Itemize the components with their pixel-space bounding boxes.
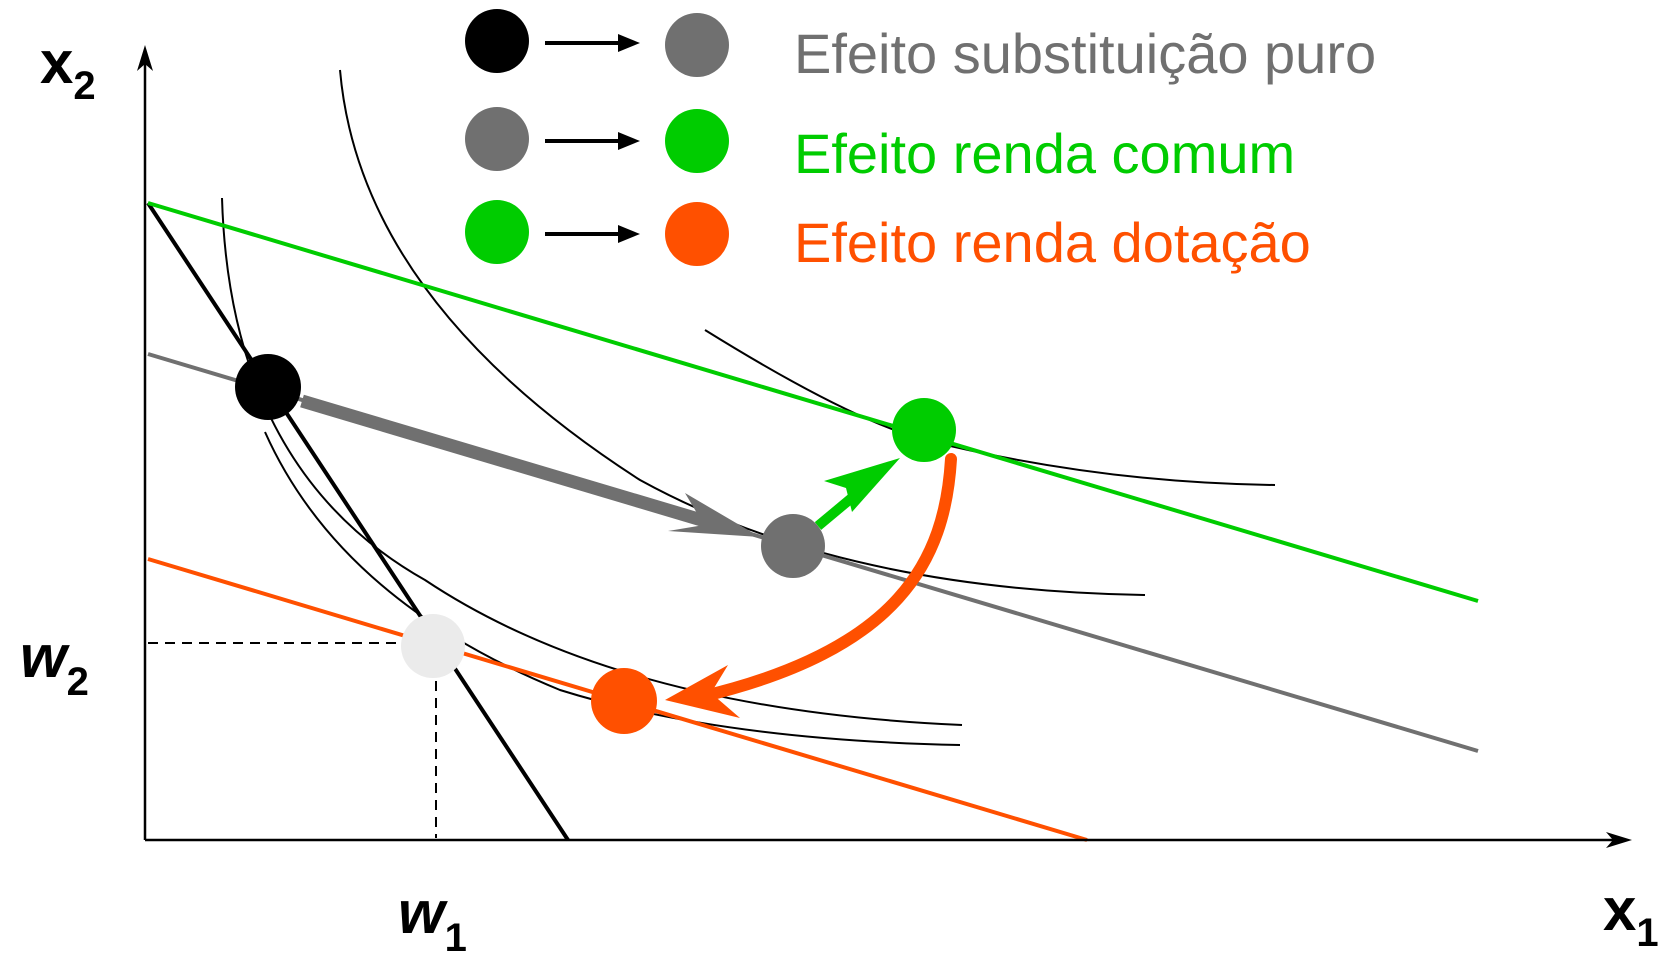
legend-row-substitution: Efeito substituição puro [465, 9, 1376, 85]
indifference-curve-2 [264, 431, 961, 746]
indifference-curve-4 [704, 329, 1276, 486]
axes [137, 45, 1632, 848]
common-income-effect-arrow [814, 458, 900, 530]
x-axis-label: x1 [1603, 876, 1659, 955]
legend-arrow-icon [618, 225, 640, 243]
y-axis-label: x2 [40, 29, 96, 108]
legend-from-dot [465, 9, 529, 73]
legend-label-substitution: Efeito substituição puro [794, 22, 1376, 85]
legend-label-endowment-income: Efeito renda dotação [794, 211, 1311, 274]
legend-to-dot [665, 13, 729, 77]
substitution-effect-arrow [300, 394, 760, 537]
legend-label-common-income: Efeito renda comum [794, 122, 1295, 185]
indifference-curve-3 [339, 69, 1146, 596]
w1-label: w1 [398, 879, 467, 960]
legend-arrow-icon [618, 132, 640, 150]
legend-to-dot [665, 202, 729, 266]
original-choice-point [235, 354, 301, 420]
y-axis-arrowhead [137, 45, 153, 71]
legend: Efeito substituição puro Efeito renda co… [465, 9, 1376, 274]
x-axis-arrowhead [1606, 832, 1632, 848]
common-income-choice-point [892, 398, 956, 462]
legend-arrow-icon [618, 34, 640, 52]
legend-to-dot [665, 109, 729, 173]
common-income-budget-line [147, 201, 1479, 603]
original-budget-line [146, 201, 570, 842]
legend-from-dot [465, 107, 529, 171]
legend-row-common-income: Efeito renda comum [465, 107, 1295, 185]
substitution-choice-point [761, 514, 825, 578]
legend-row-endowment-income: Efeito renda dotação [465, 200, 1311, 274]
endowment-point [401, 614, 465, 678]
endowment-choice-point [591, 668, 657, 734]
w2-label: w2 [20, 623, 89, 704]
legend-from-dot [465, 200, 529, 264]
indifference-curve-1 [221, 197, 963, 726]
endowment-income-effect-arrow [665, 453, 957, 718]
